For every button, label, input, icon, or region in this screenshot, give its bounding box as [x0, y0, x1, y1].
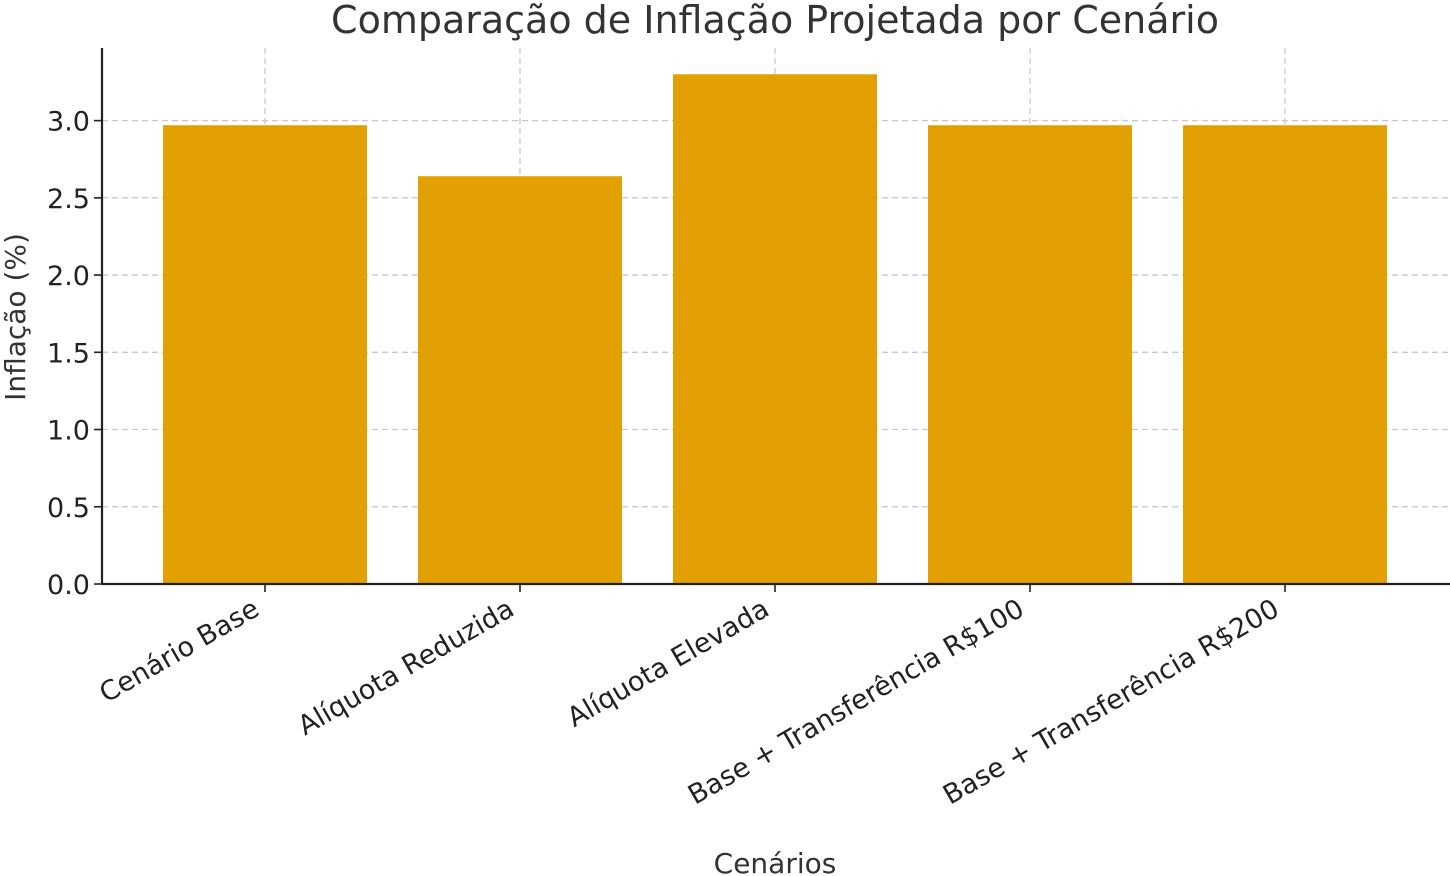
y-tick-label: 1.0	[47, 416, 90, 447]
y-tick-label: 0.5	[47, 493, 90, 524]
y-tick-label: 3.0	[47, 107, 90, 138]
axes	[100, 48, 1450, 586]
x-tick-label: Alíquota Reduzida	[293, 593, 520, 742]
y-axis-ticks: 0.0 0.5 1.0 1.5 2.0 2.5 3.0	[47, 107, 102, 601]
y-tick-label: 2.0	[47, 261, 90, 292]
y-tick-label: 2.5	[47, 184, 90, 215]
y-tick-label: 1.5	[47, 338, 90, 369]
bar	[1183, 125, 1387, 584]
y-tick-label: 0.0	[47, 570, 90, 601]
y-axis-label: Inflação (%)	[0, 233, 32, 401]
bar	[418, 176, 622, 584]
bar	[928, 125, 1132, 584]
x-tick-label: Alíquota Elevada	[562, 593, 774, 734]
x-axis-ticks: Cenário Base Alíquota Reduzida Alíquota El…	[94, 584, 1286, 811]
x-axis-label: Cenários	[714, 847, 837, 876]
bar	[673, 74, 877, 584]
chart-title: Comparação de Inflação Projetada por Cen…	[331, 0, 1219, 42]
bar	[163, 125, 367, 584]
x-tick-label: Cenário Base	[94, 593, 264, 709]
bars	[163, 74, 1387, 584]
